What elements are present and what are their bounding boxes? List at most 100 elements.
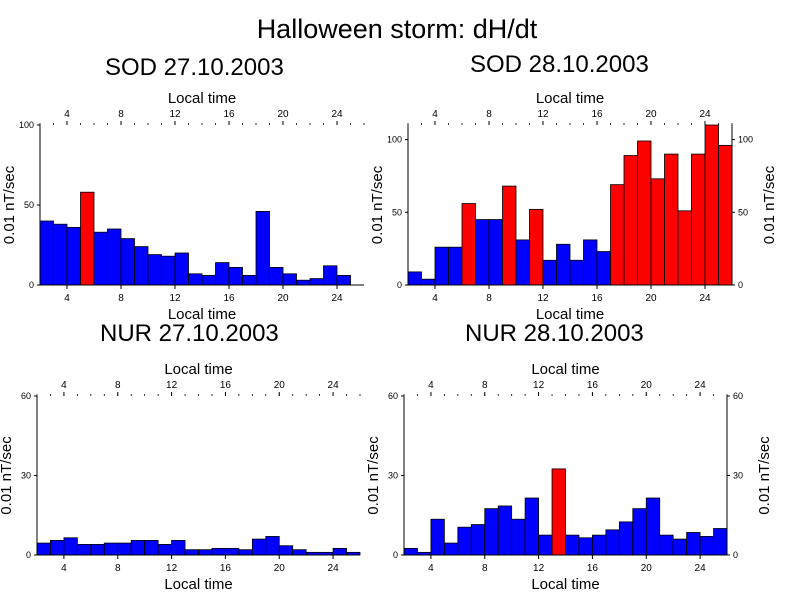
y-tick-label-right: 0 xyxy=(738,280,743,290)
bar xyxy=(542,259,557,286)
bar xyxy=(282,273,297,286)
bar xyxy=(421,278,436,286)
x-tick-label-top: 4 xyxy=(428,380,434,391)
bar xyxy=(90,544,105,556)
x-tick-label-top: 4 xyxy=(61,380,67,391)
bar xyxy=(36,542,51,556)
x-tick-label-bottom: 16 xyxy=(591,293,603,304)
x-tick-label-top: 16 xyxy=(591,109,603,120)
bar xyxy=(497,505,513,556)
y-tick-label-left: 100 xyxy=(19,120,34,130)
bar xyxy=(511,518,526,556)
x-tick-label-bottom: 12 xyxy=(169,293,181,304)
bar xyxy=(157,544,172,556)
bar xyxy=(538,534,553,556)
bar xyxy=(461,203,476,286)
bar xyxy=(198,549,213,556)
x-axis-label-bottom: Local time xyxy=(531,576,599,593)
y-axis-label-right: 0.01 nT/sec xyxy=(756,436,773,515)
bar xyxy=(50,540,65,556)
y-tick-label-left: 0 xyxy=(393,550,398,560)
bar xyxy=(565,534,580,556)
x-tick-label-top: 12 xyxy=(533,380,545,391)
x-tick-label-top: 24 xyxy=(695,380,707,391)
x-tick-label-top: 12 xyxy=(169,109,181,120)
bar xyxy=(39,220,54,286)
bar xyxy=(677,210,692,286)
bar xyxy=(269,266,284,286)
bar xyxy=(134,246,149,286)
panel-title-sod-27: SOD 27.10.2003 xyxy=(105,54,284,81)
bar xyxy=(63,537,78,556)
x-tick-label-top: 16 xyxy=(223,109,235,120)
x-tick-label-top: 20 xyxy=(277,109,289,120)
x-tick-label-top: 24 xyxy=(331,109,343,120)
x-axis-label-top: Local time xyxy=(531,361,599,378)
bar xyxy=(407,271,422,286)
x-axis-label-bottom: Local time xyxy=(536,306,604,323)
x-tick-label-bottom: 16 xyxy=(587,563,599,574)
bar xyxy=(309,278,324,286)
bar xyxy=(215,262,230,286)
x-tick-label-top: 4 xyxy=(64,109,70,120)
bar xyxy=(551,468,566,556)
y-tick-label-left: 0 xyxy=(397,280,402,290)
bar xyxy=(120,238,135,286)
x-tick-label-top: 20 xyxy=(645,109,657,120)
bar xyxy=(618,521,634,556)
chart-nur-27: 4 4 8 8 12 12 16 16 20 20 24 24 0 30 60 Local time Local… xyxy=(0,361,361,593)
bar xyxy=(242,274,257,286)
x-tick-label-bottom: 12 xyxy=(533,563,545,574)
y-tick-label-left: 30 xyxy=(21,471,31,481)
bar xyxy=(80,191,95,286)
bar xyxy=(225,547,240,556)
x-tick-label-bottom: 20 xyxy=(274,563,286,574)
bar xyxy=(161,255,176,286)
bar xyxy=(228,266,243,286)
y-axis-label-right: 0.01 nT/sec xyxy=(761,165,778,244)
x-tick-label-top: 8 xyxy=(115,380,121,391)
bar xyxy=(583,239,598,286)
x-tick-label-top: 12 xyxy=(166,380,178,391)
bar xyxy=(130,540,146,556)
bar xyxy=(484,508,499,556)
bar xyxy=(238,549,253,556)
y-tick-label-right: 30 xyxy=(733,471,743,481)
y-tick-label-left: 60 xyxy=(21,391,31,401)
bar xyxy=(144,540,159,556)
bar xyxy=(174,252,189,286)
bar xyxy=(448,246,463,286)
bar xyxy=(524,497,539,556)
y-axis-label-left: 0.01 nT/sec xyxy=(365,436,382,515)
x-tick-label-bottom: 16 xyxy=(220,563,232,574)
bar xyxy=(296,279,311,286)
x-tick-label-top: 24 xyxy=(699,109,711,120)
bar xyxy=(718,144,733,286)
bar xyxy=(278,545,294,556)
bar xyxy=(211,547,226,556)
x-tick-label-bottom: 20 xyxy=(277,293,289,304)
y-tick-label-right: 60 xyxy=(733,391,743,401)
y-tick-label-left: 50 xyxy=(392,207,402,217)
chart-nur-28: 4 4 8 8 12 12 16 16 20 20 24 24 0 0 30 30 60 60 Local time… xyxy=(365,361,773,593)
x-tick-label-top: 16 xyxy=(587,380,599,391)
bar xyxy=(596,251,611,286)
bar xyxy=(475,219,490,286)
x-tick-label-bottom: 12 xyxy=(166,563,178,574)
y-tick-label-right: 100 xyxy=(738,135,753,145)
bar xyxy=(184,549,199,556)
x-tick-label-bottom: 4 xyxy=(61,563,67,574)
y-tick-label-left: 50 xyxy=(24,200,34,210)
y-tick-label-left: 0 xyxy=(26,550,31,560)
bar xyxy=(592,534,607,556)
bar xyxy=(664,153,679,286)
bar xyxy=(713,528,728,556)
bar xyxy=(605,529,620,556)
x-axis-label-top: Local time xyxy=(164,361,232,378)
bar xyxy=(117,542,132,556)
bar xyxy=(691,153,706,286)
bar xyxy=(645,497,661,556)
x-tick-label-top: 8 xyxy=(482,380,488,391)
x-tick-label-bottom: 8 xyxy=(482,563,488,574)
y-tick-label-left: 100 xyxy=(387,135,402,145)
